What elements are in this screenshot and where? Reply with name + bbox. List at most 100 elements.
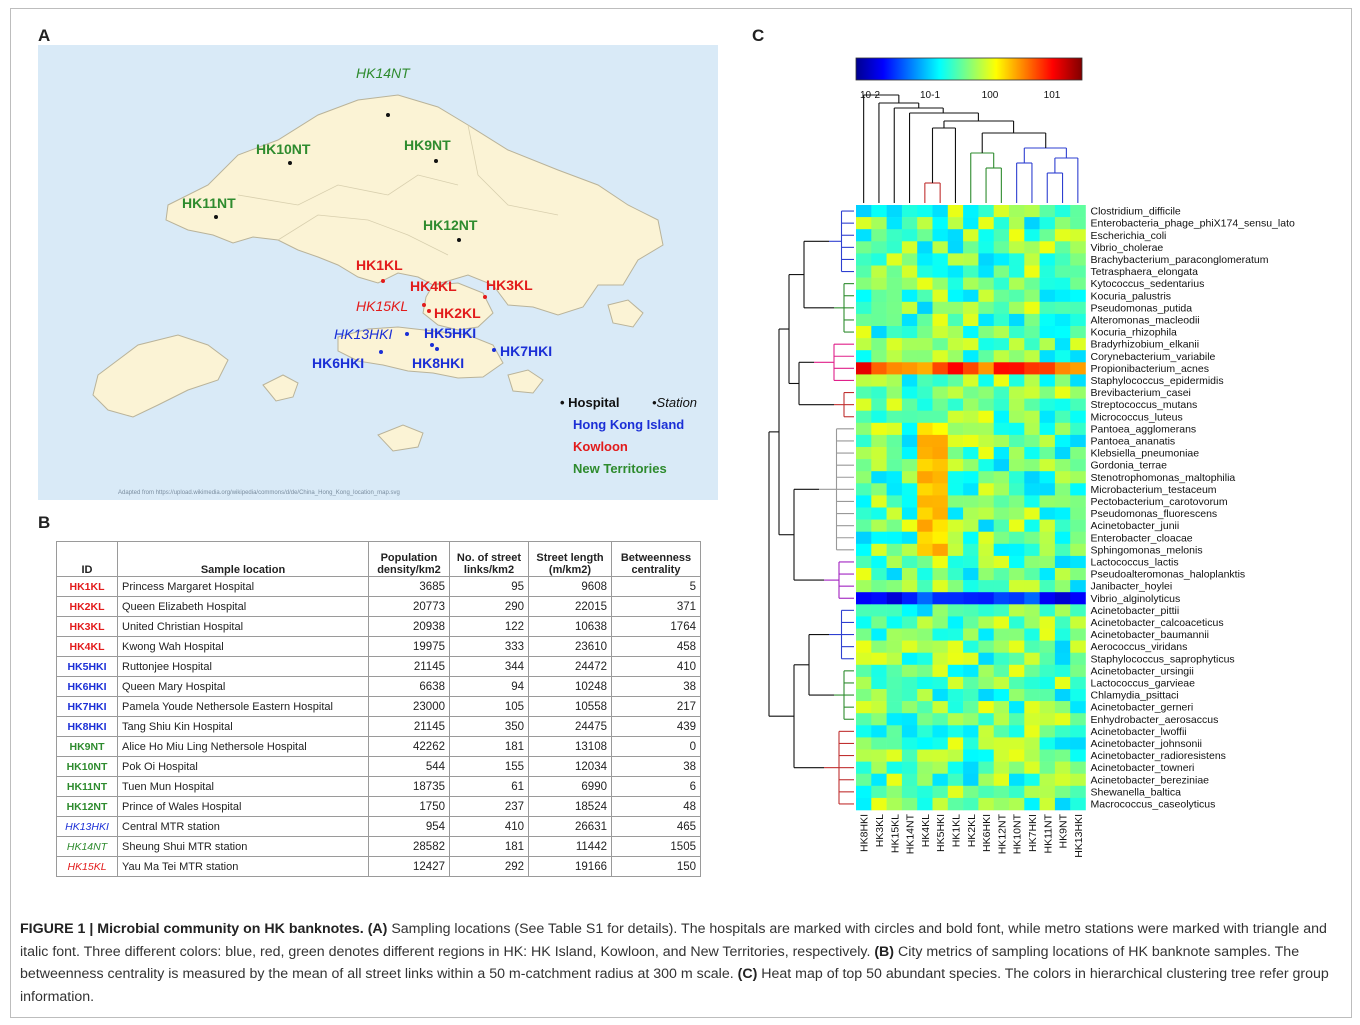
heatmap-cell [932,664,949,678]
heatmap-cell [871,785,887,799]
species-label: Pantoea_ananatis [1091,436,1176,448]
row-population-density: 28582 [368,836,450,857]
heatmap-cell [856,519,872,532]
heatmap-cell [1070,483,1086,496]
row-location: Princess Margaret Hospital [117,576,369,597]
heatmap-cell [901,338,918,351]
colorbar-tick-label: 101 [1044,90,1061,101]
heatmap-cell [917,217,933,230]
heatmap-cell [886,664,903,678]
table-header-row: ID Sample location Population density/km… [56,541,701,577]
heatmap-cell [901,773,918,787]
species-label: Micrococcus_luteus [1091,411,1183,423]
heatmap-cell [917,507,933,520]
heatmap-cell [871,713,887,726]
table-row: HK15KL Yau Ma Tei MTR station 12427 292 1916… [56,856,701,877]
heatmap-cell [886,676,903,690]
heatmap-cell [1009,676,1025,690]
heatmap-cell [993,338,1010,351]
heatmap-cell [1054,785,1071,799]
heatmap-cell [871,604,887,617]
legend-hong-kong-island: Hong Kong Island [573,417,685,432]
heatmap-cell [901,289,918,303]
heatmap-cell [1070,277,1086,290]
heatmap-cell [1009,434,1025,448]
species-label: Acinetobacter_baumannii [1091,629,1210,641]
row-street-length: 24472 [528,656,612,677]
heatmap-cell [947,241,964,254]
heatmap-cell [993,277,1010,290]
heatmap-cell [947,737,964,750]
row-betweenness: 38 [611,676,701,697]
heatmap-cell [1039,749,1056,762]
heatmap-cell [1024,265,1040,278]
heatmap-cell [856,229,872,242]
species-label: Vibrio_alginolyticus [1091,593,1181,605]
row-betweenness: 465 [611,816,701,837]
header-population-density: Population density/km2 [368,541,450,577]
heatmap-cell [1070,447,1086,460]
heatmap-cell [947,374,964,387]
heatmap-cell [947,410,964,424]
header-street-length: Street length (m/km2) [528,541,612,577]
heatmap-cell [901,422,918,436]
heatmap-cell [917,350,933,363]
heatmap-cell [917,664,933,678]
species-label: Acinetobacter_lwoffii [1091,726,1187,738]
row-id: HK6HKI [56,676,118,697]
map-label-hk2kl: HK2KL [434,305,481,321]
row-street-links: 95 [449,576,529,597]
caption-c-label: (C) [737,966,758,982]
heatmap-cell [1054,773,1071,787]
row-id: HK3KL [56,616,118,637]
heatmap-cell [963,422,979,436]
map-marker-hk15kl [422,303,426,307]
heatmap-cell [932,531,949,545]
heatmap-cell [886,301,903,315]
heatmap-cell [1054,301,1071,315]
heatmap-cell [856,628,872,641]
heatmap-cell [963,447,979,460]
heatmap-cell [993,737,1010,750]
heatmap-cell [856,701,872,714]
map-marker-hk8hki [435,347,439,351]
map-label-hk3kl: HK3KL [486,277,533,293]
row-id: HK2KL [56,596,118,617]
heatmap-cell [947,386,964,399]
heatmap-cell [917,313,933,327]
heatmap-cell [993,205,1010,218]
row-location: United Christian Hospital [117,616,369,637]
heatmap-cell [963,773,979,787]
map-marker-hk3kl [483,295,487,299]
heatmap-cell [856,374,872,387]
heatmap-cell [993,434,1010,448]
heatmap-cell [978,628,994,641]
heatmap-cell [1054,277,1071,290]
heatmap-cell [1009,253,1025,266]
heatmap-cell [1054,205,1071,218]
heatmap-cell [871,265,887,278]
legend-hospital: • Hospital [560,395,620,410]
heatmap-cell [1024,507,1040,520]
row-location: Tuen Mun Hospital [117,776,369,797]
heatmap-cell [886,652,903,666]
heatmap-cell [978,338,994,351]
heatmap-cell [963,580,979,593]
heatmap-cell [886,689,903,702]
row-street-length: 10638 [528,616,612,637]
heatmap-cell [901,265,918,278]
heatmap-cell [932,277,949,290]
heatmap-cell [901,725,918,738]
heatmap-cell [871,362,887,375]
heatmap-cell [886,797,903,811]
legend-new-territories: New Territories [573,461,667,476]
heatmap-cell [1070,652,1086,666]
table-body: HK1KL Princess Margaret Hospital 3685 95 960… [56,576,701,877]
heatmap-cell [993,410,1010,424]
heatmap-cell [1070,592,1086,605]
heatmap-cell [1054,604,1071,617]
table-row: HK1KL Princess Margaret Hospital 3685 95 960… [56,576,701,597]
heatmap-cell [947,495,964,508]
sample-label: HK4KL [920,814,932,847]
heatmap-cell [1039,483,1056,496]
